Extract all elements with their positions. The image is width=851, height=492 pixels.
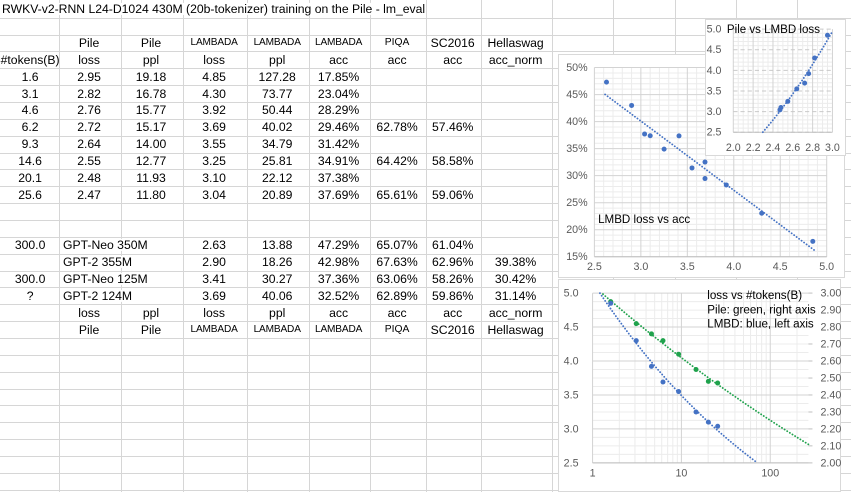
svg-text:1: 1 bbox=[589, 467, 595, 479]
svg-text:2.70: 2.70 bbox=[820, 338, 841, 350]
svg-text:3.5: 3.5 bbox=[563, 389, 578, 401]
svg-text:3.5: 3.5 bbox=[680, 261, 695, 273]
svg-text:5.0: 5.0 bbox=[819, 261, 834, 273]
svg-text:4.0: 4.0 bbox=[563, 355, 578, 367]
svg-text:3.00: 3.00 bbox=[820, 287, 841, 299]
svg-text:LMBD: blue, left axis: LMBD: blue, left axis bbox=[707, 317, 814, 330]
svg-text:2.90: 2.90 bbox=[820, 304, 841, 316]
svg-text:35%: 35% bbox=[566, 143, 588, 155]
svg-text:3.5: 3.5 bbox=[707, 85, 722, 97]
svg-text:LMBD loss vs acc: LMBD loss vs acc bbox=[598, 213, 690, 226]
svg-text:25%: 25% bbox=[566, 197, 588, 209]
svg-text:2.4: 2.4 bbox=[766, 141, 781, 153]
svg-text:30%: 30% bbox=[566, 170, 588, 182]
svg-text:2.8: 2.8 bbox=[805, 141, 820, 153]
svg-text:2.5: 2.5 bbox=[587, 261, 602, 273]
svg-text:2.00: 2.00 bbox=[820, 457, 841, 469]
svg-text:2.80: 2.80 bbox=[820, 321, 841, 333]
svg-text:3.0: 3.0 bbox=[633, 261, 648, 273]
svg-text:2.30: 2.30 bbox=[820, 406, 841, 418]
svg-text:5.0: 5.0 bbox=[563, 287, 578, 299]
svg-text:2.60: 2.60 bbox=[820, 355, 841, 367]
svg-text:2.6: 2.6 bbox=[785, 141, 800, 153]
svg-text:2.20: 2.20 bbox=[820, 423, 841, 435]
svg-text:2.40: 2.40 bbox=[820, 389, 841, 401]
svg-text:3.0: 3.0 bbox=[563, 423, 578, 435]
svg-text:3.0: 3.0 bbox=[707, 106, 722, 118]
svg-text:20%: 20% bbox=[566, 224, 588, 236]
svg-text:2.0: 2.0 bbox=[726, 141, 741, 153]
svg-text:loss vs #tokens(B): loss vs #tokens(B) bbox=[707, 288, 802, 301]
svg-text:4.5: 4.5 bbox=[563, 321, 578, 333]
svg-text:2.5: 2.5 bbox=[563, 457, 578, 469]
svg-text:4.5: 4.5 bbox=[773, 261, 788, 273]
svg-text:3.0: 3.0 bbox=[825, 141, 840, 153]
svg-text:2.50: 2.50 bbox=[820, 372, 841, 384]
svg-text:10: 10 bbox=[675, 467, 687, 479]
svg-text:100: 100 bbox=[761, 467, 779, 479]
svg-text:4.0: 4.0 bbox=[726, 261, 741, 273]
svg-text:5.0: 5.0 bbox=[707, 23, 722, 35]
svg-text:2.2: 2.2 bbox=[746, 141, 761, 153]
svg-text:2.5: 2.5 bbox=[707, 126, 722, 138]
svg-text:45%: 45% bbox=[566, 89, 588, 101]
svg-text:Pile: green, right axis: Pile: green, right axis bbox=[707, 303, 816, 316]
svg-text:4.0: 4.0 bbox=[707, 64, 722, 76]
svg-text:Pile vs LMBD loss: Pile vs LMBD loss bbox=[727, 23, 820, 35]
svg-text:40%: 40% bbox=[566, 116, 588, 128]
svg-text:15%: 15% bbox=[566, 251, 588, 263]
svg-text:2.10: 2.10 bbox=[820, 440, 841, 452]
svg-text:4.5: 4.5 bbox=[707, 44, 722, 56]
svg-text:50%: 50% bbox=[566, 62, 588, 74]
